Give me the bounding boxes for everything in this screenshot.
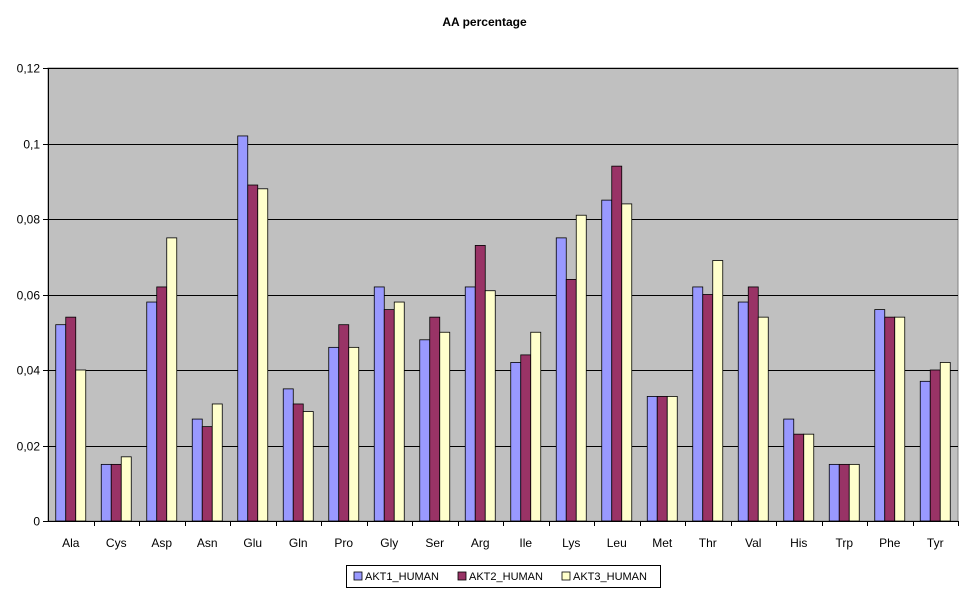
x-tick-label: Lys bbox=[562, 536, 580, 550]
x-tick-label: Trp bbox=[835, 536, 853, 550]
bar-arg-akt3-human bbox=[484, 290, 496, 522]
x-tick-label: Asp bbox=[151, 536, 172, 550]
x-tick-label: Val bbox=[745, 536, 761, 550]
bar-trp-akt1-human bbox=[828, 463, 840, 522]
bar-his-akt1-human bbox=[783, 418, 795, 522]
bar-ser-akt3-human bbox=[439, 331, 451, 522]
bar-lys-akt2-human bbox=[565, 278, 577, 522]
x-tick-label: His bbox=[790, 536, 807, 550]
x-tick-label: Asn bbox=[197, 536, 218, 550]
bar-lys-akt3-human bbox=[575, 214, 587, 522]
legend-swatch bbox=[353, 571, 363, 581]
x-tick-label: Ile bbox=[519, 536, 532, 550]
x-tick-label: Ser bbox=[425, 536, 444, 550]
bar-ser-akt1-human bbox=[419, 339, 431, 522]
y-tick-label: 0,06 bbox=[17, 289, 41, 303]
x-tick-label: Glu bbox=[243, 536, 262, 550]
bar-val-akt3-human bbox=[757, 316, 769, 522]
bar-asp-akt1-human bbox=[146, 301, 158, 522]
bar-tyr-akt1-human bbox=[919, 380, 931, 522]
bar-trp-akt3-human bbox=[848, 463, 860, 522]
bar-pro-akt1-human bbox=[328, 346, 340, 522]
bar-leu-akt2-human bbox=[611, 165, 623, 522]
y-tick-label: 0,02 bbox=[17, 440, 41, 454]
bar-asn-akt1-human bbox=[191, 418, 203, 522]
x-tick-label: Ala bbox=[62, 536, 80, 550]
legend-label: AKT2_HUMAN bbox=[469, 571, 543, 583]
bar-leu-akt1-human bbox=[601, 199, 613, 522]
bar-tyr-akt3-human bbox=[939, 362, 951, 522]
bar-glu-akt1-human bbox=[237, 135, 249, 522]
bar-val-akt1-human bbox=[737, 301, 749, 522]
x-tick-label: Pro bbox=[334, 536, 353, 550]
bar-glu-akt3-human bbox=[257, 188, 269, 522]
bar-asp-akt2-human bbox=[156, 286, 168, 522]
bar-phe-akt2-human bbox=[884, 316, 896, 522]
x-tick-label: Phe bbox=[879, 536, 901, 550]
bar-his-akt3-human bbox=[803, 433, 815, 522]
bar-met-akt1-human bbox=[646, 396, 658, 522]
bar-gly-akt2-human bbox=[383, 309, 395, 522]
bar-met-akt2-human bbox=[656, 396, 668, 522]
bar-ile-akt2-human bbox=[520, 354, 532, 522]
y-tick-label: 0,04 bbox=[17, 364, 41, 378]
x-tick-label: Thr bbox=[699, 536, 717, 550]
bar-ser-akt2-human bbox=[429, 316, 441, 522]
bar-gln-akt2-human bbox=[292, 403, 304, 522]
bar-asn-akt2-human bbox=[201, 426, 213, 522]
bar-tyr-akt2-human bbox=[929, 369, 941, 522]
bar-ile-akt1-human bbox=[510, 362, 522, 522]
bar-cys-akt3-human bbox=[120, 456, 132, 522]
bar-ala-akt2-human bbox=[65, 316, 77, 522]
y-tick-label: 0 bbox=[33, 515, 40, 529]
x-tick-label: Cys bbox=[106, 536, 127, 550]
plot-area bbox=[47, 67, 959, 522]
bar-phe-akt1-human bbox=[874, 309, 886, 522]
bar-cys-akt2-human bbox=[110, 463, 122, 522]
bar-gln-akt1-human bbox=[282, 388, 294, 522]
y-tick-label: 0,1 bbox=[23, 138, 40, 152]
x-tick-label: Gly bbox=[380, 536, 398, 550]
bar-thr-akt3-human bbox=[712, 260, 724, 522]
x-tick-label: Leu bbox=[607, 536, 627, 550]
bar-lys-akt1-human bbox=[555, 237, 567, 522]
x-tick-label: Arg bbox=[471, 536, 490, 550]
bar-val-akt2-human bbox=[747, 286, 759, 522]
bar-phe-akt3-human bbox=[894, 316, 906, 522]
chart-title: AA percentage bbox=[442, 15, 527, 29]
bar-ala-akt3-human bbox=[75, 369, 87, 522]
bar-thr-akt1-human bbox=[692, 286, 704, 522]
bar-pro-akt2-human bbox=[338, 324, 350, 522]
bar-his-akt2-human bbox=[793, 433, 805, 522]
bar-asp-akt3-human bbox=[166, 237, 178, 522]
bar-trp-akt2-human bbox=[838, 463, 850, 522]
bar-ile-akt3-human bbox=[530, 331, 542, 522]
bar-asn-akt3-human bbox=[211, 403, 223, 522]
legend-label: AKT3_HUMAN bbox=[573, 571, 647, 583]
bar-glu-akt2-human bbox=[247, 184, 259, 522]
legend-swatch bbox=[457, 571, 467, 581]
legend-label: AKT1_HUMAN bbox=[365, 571, 439, 583]
bar-gly-akt3-human bbox=[393, 301, 405, 522]
y-tick-label: 0,12 bbox=[17, 62, 41, 76]
bar-arg-akt2-human bbox=[474, 245, 486, 522]
bar-thr-akt2-human bbox=[702, 294, 714, 522]
bar-gly-akt1-human bbox=[373, 286, 385, 522]
bar-pro-akt3-human bbox=[348, 346, 360, 522]
bar-arg-akt1-human bbox=[464, 286, 476, 522]
bar-cys-akt1-human bbox=[100, 463, 112, 522]
y-tick-label: 0,08 bbox=[17, 213, 41, 227]
legend bbox=[346, 565, 661, 588]
x-tick-label: Tyr bbox=[927, 536, 944, 550]
x-tick-label: Gln bbox=[289, 536, 308, 550]
bar-ala-akt1-human bbox=[55, 324, 67, 522]
bar-met-akt3-human bbox=[666, 396, 678, 522]
legend-swatch bbox=[561, 571, 571, 581]
bar-leu-akt3-human bbox=[621, 203, 633, 522]
bar-gln-akt3-human bbox=[302, 411, 314, 522]
x-tick-label: Met bbox=[652, 536, 673, 550]
